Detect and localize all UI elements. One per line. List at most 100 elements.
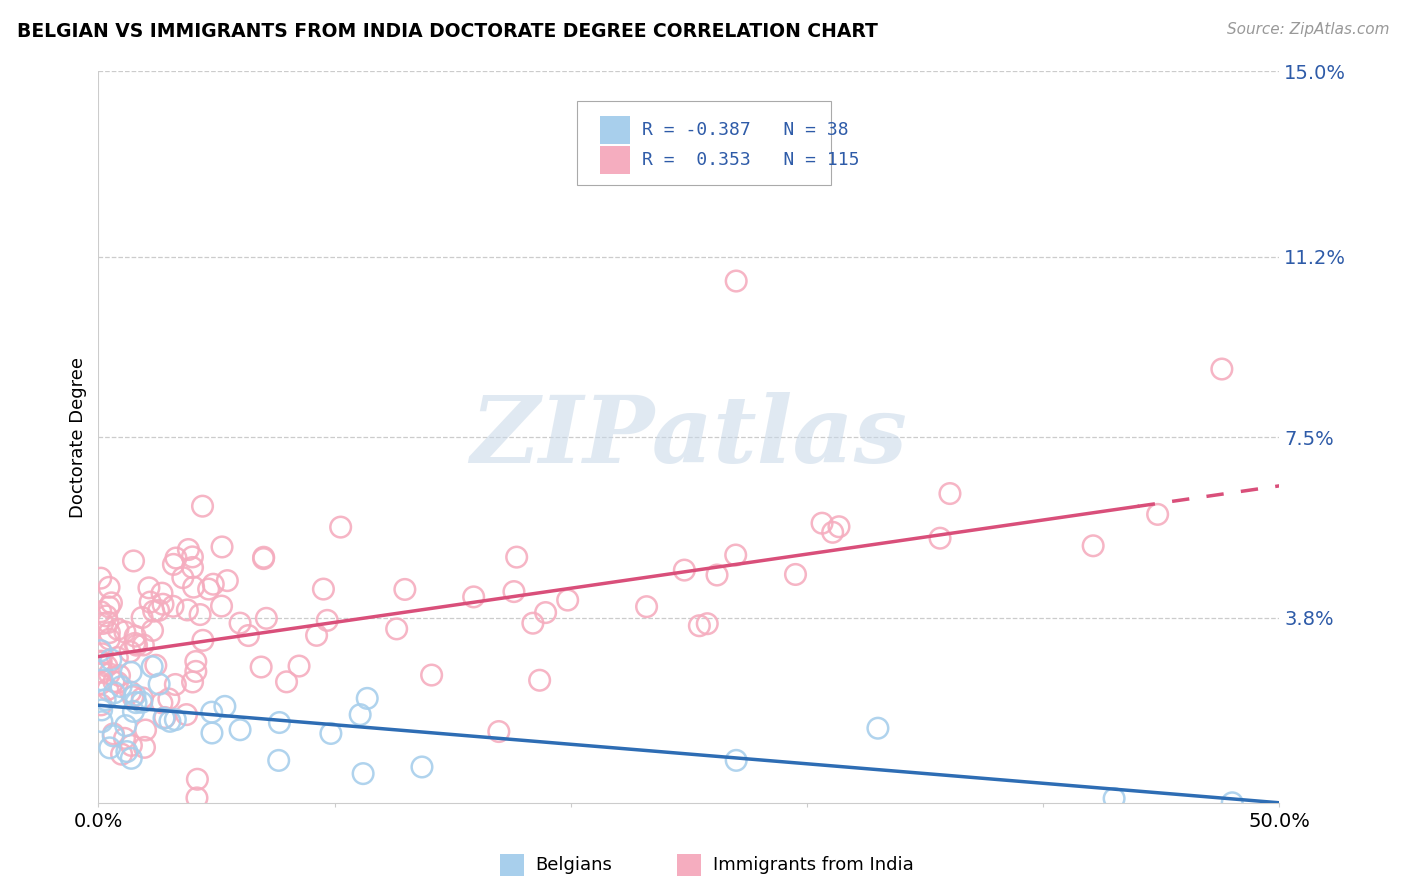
Point — [866, 721, 889, 735]
Point — [1211, 362, 1233, 376]
Point — [114, 624, 136, 639]
Point — [135, 723, 157, 737]
Point — [238, 628, 260, 642]
Point — [329, 520, 352, 534]
Point — [90, 698, 112, 712]
Point — [100, 596, 122, 610]
Point — [214, 699, 236, 714]
Point — [120, 751, 142, 765]
Point — [352, 766, 374, 780]
Text: Belgians: Belgians — [536, 856, 612, 874]
Point — [276, 674, 298, 689]
Point — [90, 703, 112, 717]
Point — [124, 629, 146, 643]
Point — [939, 486, 962, 500]
Point — [103, 686, 125, 700]
Point — [148, 603, 170, 617]
Point — [100, 653, 122, 667]
Point — [98, 580, 121, 594]
Point — [134, 740, 156, 755]
Point — [385, 622, 408, 636]
Point — [534, 606, 557, 620]
Point — [165, 713, 187, 727]
Point — [229, 616, 252, 631]
Point — [91, 673, 114, 687]
Point — [269, 715, 291, 730]
Point — [91, 647, 114, 661]
Point — [176, 603, 198, 617]
Point — [90, 571, 112, 585]
Point — [811, 516, 834, 531]
Point — [1102, 791, 1125, 805]
Point — [503, 584, 526, 599]
Point — [316, 613, 339, 627]
Point — [91, 714, 114, 729]
Point — [211, 599, 233, 613]
Point — [411, 760, 433, 774]
Point — [176, 707, 198, 722]
Point — [107, 675, 129, 690]
Y-axis label: Doctorate Degree: Doctorate Degree — [69, 357, 87, 517]
Point — [211, 540, 233, 554]
Point — [522, 616, 544, 631]
Point — [250, 660, 273, 674]
Point — [162, 599, 184, 614]
Point — [252, 551, 274, 566]
Point — [186, 772, 208, 787]
Point — [103, 727, 125, 741]
Point — [91, 616, 114, 631]
Point — [696, 616, 718, 631]
Point — [929, 531, 952, 545]
Point — [98, 666, 121, 681]
Point — [181, 549, 204, 564]
Point — [98, 599, 121, 614]
Point — [122, 554, 145, 568]
Point — [488, 724, 510, 739]
Point — [420, 668, 443, 682]
Point — [202, 577, 225, 591]
Point — [254, 611, 277, 625]
Point — [706, 568, 728, 582]
Point — [132, 638, 155, 652]
Point — [141, 624, 163, 638]
Point — [159, 714, 181, 729]
Point — [120, 685, 142, 699]
Point — [821, 525, 844, 540]
Point — [98, 625, 121, 640]
Point — [114, 731, 136, 746]
Point — [114, 718, 136, 732]
Point — [201, 705, 224, 719]
Point — [181, 675, 204, 690]
Point — [188, 607, 211, 622]
Point — [94, 692, 117, 706]
Text: Source: ZipAtlas.com: Source: ZipAtlas.com — [1226, 22, 1389, 37]
Point — [505, 550, 527, 565]
Point — [183, 580, 205, 594]
Point — [725, 274, 748, 288]
Point — [165, 551, 187, 566]
Point — [148, 677, 170, 691]
Point — [463, 590, 485, 604]
Point — [142, 604, 165, 618]
Point — [98, 740, 121, 755]
Point — [121, 690, 143, 704]
Point — [184, 665, 207, 679]
Point — [157, 692, 180, 706]
Point — [153, 710, 176, 724]
Point — [165, 677, 187, 691]
Point — [828, 520, 851, 534]
Point — [725, 753, 748, 767]
Point — [90, 643, 112, 657]
Point — [312, 582, 335, 596]
Point — [138, 581, 160, 595]
Point — [305, 628, 328, 642]
Point — [153, 711, 176, 725]
Point — [688, 619, 710, 633]
Point — [267, 753, 290, 767]
Point — [1146, 508, 1168, 522]
Point — [529, 673, 551, 688]
FancyBboxPatch shape — [678, 854, 700, 876]
Point — [139, 595, 162, 609]
Point — [229, 723, 252, 737]
Point — [105, 650, 128, 665]
